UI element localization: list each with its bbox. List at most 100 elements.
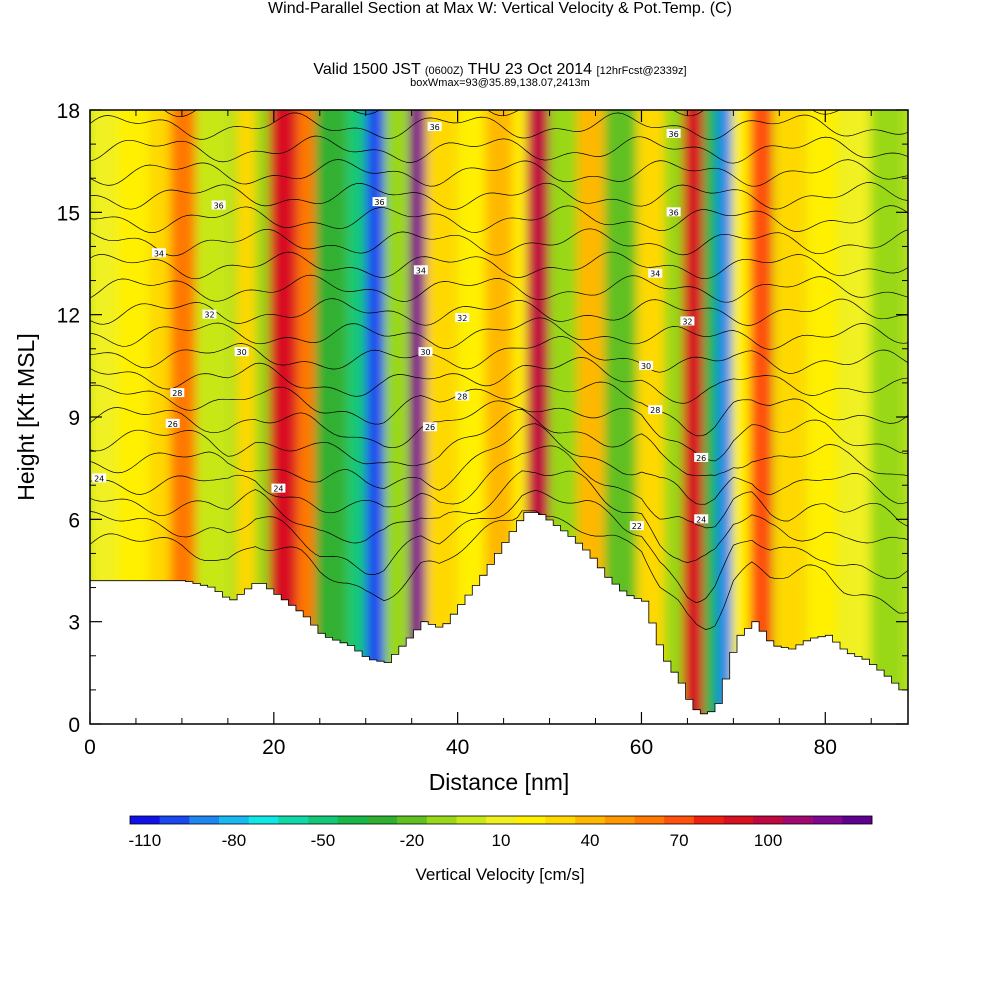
isotherm-line — [90, 112, 908, 141]
colorbar-swatch — [397, 816, 428, 824]
colorbar-swatch — [426, 816, 457, 824]
isotherm-label: 28 — [170, 388, 185, 398]
velocity-band — [731, 110, 754, 724]
isotherm-label-bg — [413, 265, 428, 275]
colorbar-label: -80 — [222, 831, 247, 850]
isotherm-line — [90, 251, 908, 280]
isotherm-line — [90, 135, 908, 164]
isotherm-label: 36 — [211, 200, 226, 211]
colorbar-frame — [129, 815, 873, 825]
isotherm-label-text: 28 — [650, 406, 660, 415]
isotherm-label-text: 36 — [669, 208, 679, 217]
x-tick-label: 20 — [262, 736, 285, 759]
isotherm-label: 28 — [455, 391, 470, 402]
colorbar-swatch — [545, 816, 576, 824]
isotherm-label-text: 34 — [650, 270, 660, 279]
isotherm-label: 26 — [423, 422, 438, 432]
isotherm-label: 34 — [413, 265, 428, 275]
isotherm-label-bg — [648, 405, 663, 415]
colorbar-swatch — [515, 816, 546, 824]
colorbar-swatch — [842, 816, 873, 824]
isotherm-label-bg — [92, 473, 107, 483]
velocity-band — [149, 110, 173, 724]
isotherm-label-text: 24 — [696, 515, 706, 524]
isotherm-label: 30 — [639, 360, 654, 371]
y-tick-label: 12 — [57, 305, 80, 328]
isotherm-label-bg — [666, 128, 681, 138]
velocity-band — [774, 110, 807, 724]
colorbar-swatch — [723, 816, 754, 824]
isotherm-label: 30 — [418, 347, 433, 357]
isotherm-label-text: 32 — [682, 317, 692, 326]
isotherm-label: 36 — [372, 197, 387, 207]
velocity-band — [664, 110, 687, 724]
isotherm-line — [90, 381, 908, 437]
isotherm-label: 34 — [648, 268, 663, 279]
isotherm-label-text: 30 — [237, 348, 247, 357]
colorbar-swatch — [575, 816, 606, 824]
isotherm-label-bg — [629, 521, 644, 531]
colorbar-label: 100 — [754, 831, 782, 850]
y-tick-label: 9 — [68, 407, 80, 430]
colorbar-swatch — [486, 816, 517, 824]
isotherm-label: 36 — [666, 207, 681, 217]
isotherm-label-bg — [427, 122, 442, 132]
terrain-mask — [90, 512, 908, 724]
isotherm-label: 32 — [455, 313, 470, 323]
isotherm-line — [90, 317, 908, 350]
velocity-band — [839, 110, 871, 724]
velocity-band — [296, 110, 320, 724]
isotherm-lines — [90, 110, 908, 630]
isotherm-label-text: 34 — [416, 266, 426, 275]
colorbar-swatch — [248, 816, 279, 824]
isotherm-label-text: 34 — [154, 249, 164, 258]
isotherm-label-text: 24 — [273, 485, 283, 494]
chart-title-unit: (C) — [709, 0, 732, 17]
isotherm-label-text: 36 — [669, 130, 679, 139]
isotherm-label-text: 30 — [420, 348, 430, 357]
isotherm-label: 32 — [680, 316, 695, 326]
colorbar-swatch — [782, 816, 813, 824]
isotherm-label-text: 36 — [374, 198, 384, 207]
isotherm-line — [163, 110, 841, 117]
isotherm-line — [90, 336, 908, 374]
chart-title: Wind-Parallel Section at Max W: Vertical… — [0, 0, 1000, 18]
isotherm-label-bg — [694, 452, 709, 462]
isotherm-label-bg — [648, 268, 663, 278]
colorbar-swatch — [308, 816, 339, 824]
velocity-band — [365, 110, 389, 724]
isotherm-label: 26 — [165, 418, 180, 429]
colorbar-label: -50 — [311, 831, 336, 850]
isotherm-label-bg — [455, 313, 470, 323]
chart-subtitle: Valid 1500 JST (0600Z) THU 23 Oct 2014 [… — [0, 61, 1000, 79]
colorbar-swatch — [367, 816, 398, 824]
box-info: boxWmax=93@35.89,138.07,2413m — [410, 77, 590, 89]
isotherm-line — [90, 205, 908, 233]
forecast-info: [12hrFcst@2339z] — [596, 65, 687, 77]
isotherm-label-bg — [423, 422, 438, 432]
isotherm-label-text: 30 — [641, 362, 651, 371]
isotherm-label-bg — [271, 483, 286, 493]
y-tick-label: 15 — [57, 202, 80, 225]
isotherm-label-bg — [680, 316, 695, 326]
isotherm-label: 34 — [151, 248, 166, 258]
colorbar-label: 10 — [492, 831, 511, 850]
colorbar-swatch — [337, 816, 368, 824]
y-tick-label: 0 — [68, 714, 80, 737]
isotherm-label-bg — [455, 391, 470, 401]
isotherm-label: 36 — [666, 128, 681, 139]
colorbar-swatch — [693, 816, 724, 824]
isotherm-label-text: 36 — [214, 202, 224, 211]
isotherm-line — [90, 298, 908, 326]
y-tick-label: 18 — [57, 100, 80, 123]
y-axis-title: Height [Kft MSL] — [13, 333, 39, 500]
velocity-band — [749, 110, 773, 724]
colorbar-title: Vertical Velocity [cm/s] — [415, 865, 584, 884]
isotherm-label: 24 — [694, 514, 709, 524]
isotherm-line — [90, 274, 908, 303]
isotherm-label-text: 28 — [457, 393, 467, 402]
isotherm-line — [90, 489, 908, 604]
colorbar-label: -110 — [128, 831, 161, 850]
colorbar-swatch — [159, 816, 190, 824]
